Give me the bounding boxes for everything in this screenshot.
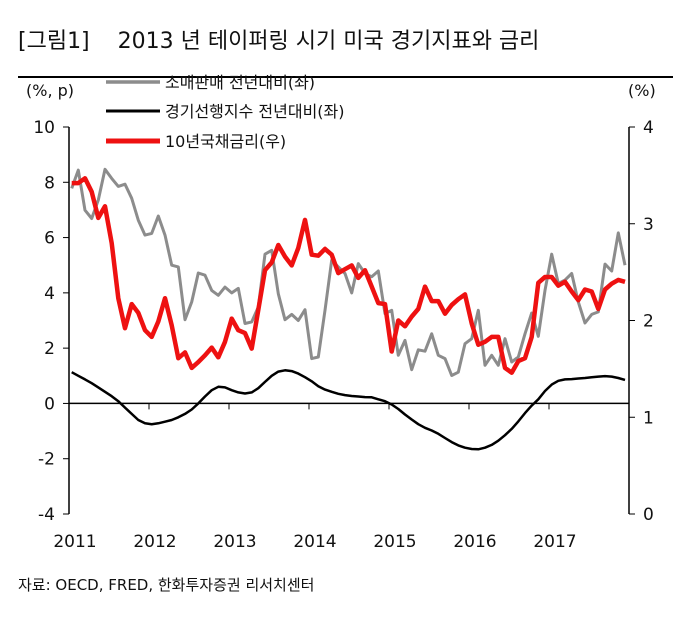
series-line-2	[71, 176, 626, 375]
legend-label: 10년국채금리(우)	[165, 132, 286, 151]
left-tick-label: 8	[44, 173, 55, 193]
left-tick-label: 0	[44, 394, 55, 414]
series-layer	[70, 167, 627, 451]
right-tick-label: 1	[643, 408, 654, 428]
chart-title: [그림1] 2013 년 테이퍼링 시기 미국 경기지표와 금리	[18, 29, 539, 54]
right-tick-label: 0	[643, 505, 654, 525]
x-tick-label: 2017	[533, 532, 576, 552]
x-tick-label: 2011	[53, 532, 96, 552]
right-tick-label: 4	[643, 118, 654, 138]
x-tick-label: 2015	[373, 532, 416, 552]
left-tick-label: -4	[38, 505, 55, 525]
x-tick-label: 2013	[213, 532, 256, 552]
x-tick-label: 2016	[453, 532, 496, 552]
right-axis-unit: (%)	[628, 81, 656, 100]
series-line-0	[70, 167, 627, 377]
x-tick-label: 2014	[293, 532, 336, 552]
source-note: 자료: OECD, FRED, 한화투자증권 리서치센터	[18, 576, 314, 594]
series-line-1	[71, 369, 626, 451]
right-tick-label: 2	[643, 312, 654, 332]
right-tick-label: 3	[643, 215, 654, 235]
legend: 소매판매 전년대비(좌) 경기선행지수 전년대비(좌) 10년국채금리(우)	[106, 73, 345, 151]
left-tick-label: 6	[44, 229, 55, 249]
left-tick-label: 2	[44, 339, 55, 359]
x-tick-label: 2012	[133, 532, 176, 552]
left-tick-label: -2	[38, 450, 55, 470]
left-tick-label: 10	[33, 118, 55, 138]
legend-label: 소매판매 전년대비(좌)	[165, 73, 315, 92]
legend-label: 경기선행지수 전년대비(좌)	[165, 102, 345, 121]
left-axis-unit: (%, p)	[26, 81, 74, 100]
axes: -4 -2 0 2 4 6 8 10 0 1 2 3 4 2011 2012 2013 2014 2015 2016…	[33, 118, 653, 552]
left-tick-label: 4	[44, 284, 55, 304]
